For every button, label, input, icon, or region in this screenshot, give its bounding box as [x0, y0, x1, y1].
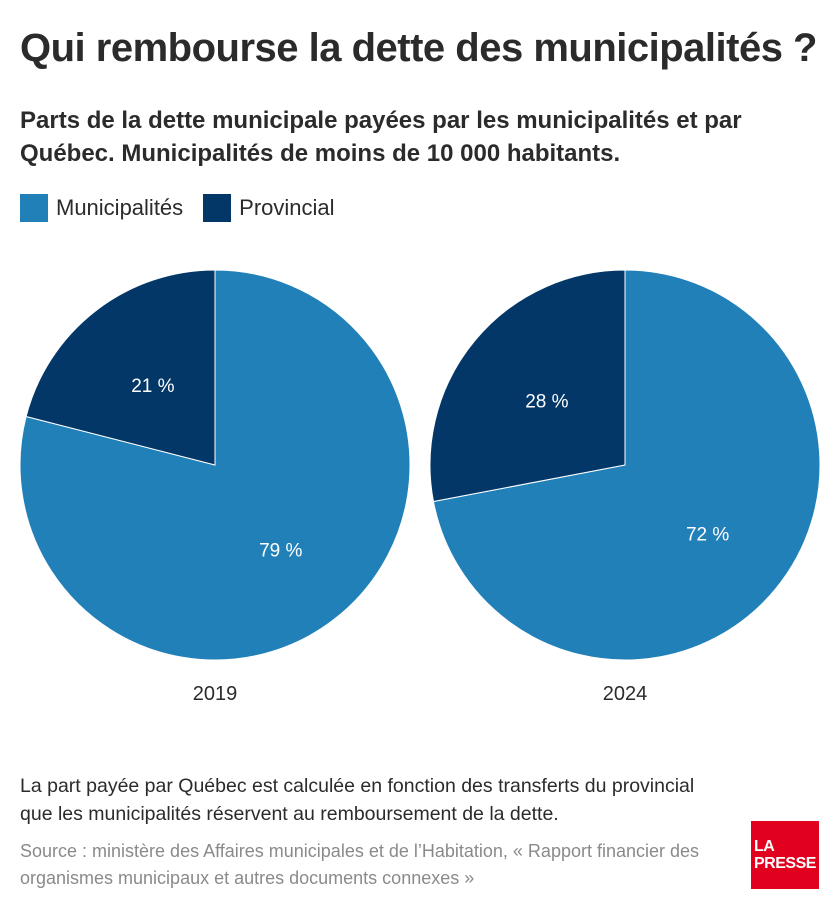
pie-2024-label-municipalites: 72 % — [686, 524, 729, 545]
pie-2024-slice-municipalites — [432, 269, 821, 661]
logo-line-2: PRESSE — [754, 855, 816, 872]
legend-swatch-municipalites — [20, 194, 48, 222]
pie-2019-slice-provincial — [25, 269, 216, 466]
pie-2024-label-provincial: 28 % — [525, 391, 568, 412]
legend-label-municipalites: Municipalités — [56, 195, 184, 220]
pie-2019-label-provincial: 21 % — [131, 376, 174, 397]
legend-label-provincial: Provincial — [239, 195, 335, 220]
legend-item-provincial: Provincial — [203, 194, 335, 222]
footnote: La part payée par Québec est calculée en… — [20, 775, 695, 825]
chart-subtitle: Parts de la dette municipale payées par … — [20, 107, 742, 167]
source-note: Source : ministère des Affaires municipa… — [20, 841, 700, 888]
legend-swatch-provincial — [203, 194, 232, 222]
legend: Municipalités Provincial — [20, 194, 355, 222]
logo-line-1: LA — [754, 838, 775, 855]
pie-charts: 79 % 21 % 2019 72 % 28 % 2024 — [19, 269, 821, 705]
pie-year-label-2019: 2019 — [193, 683, 238, 705]
chart-title: Qui rembourse la dette des municipalités… — [20, 26, 818, 70]
la-presse-logo: LA PRESSE — [751, 821, 819, 889]
pie-year-label-2024: 2024 — [603, 683, 648, 705]
legend-item-municipalites: Municipalités — [20, 194, 183, 222]
pie-2024-slice-provincial — [429, 269, 626, 503]
pie-2019-label-municipalites: 79 % — [259, 541, 302, 562]
